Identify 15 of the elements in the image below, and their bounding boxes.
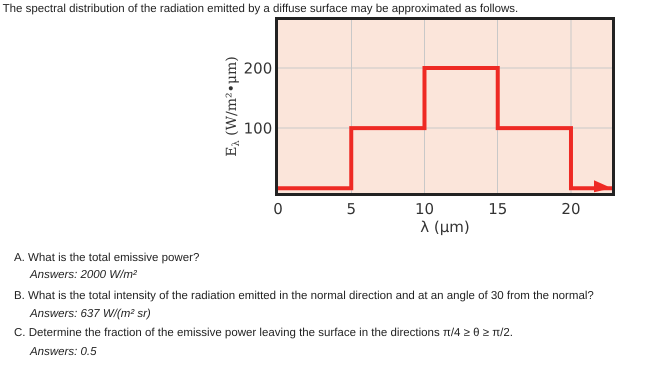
text: B. What is the total intensity of the radiation emitted in the normal direction and at an angle of 30 from the normal? bbox=[14, 290, 594, 302]
text: A. What is the total emissive power? bbox=[14, 252, 200, 264]
text: C. Determine the fraction of the emissive power leaving the surface in the directions π/4 ≥ θ ≥ π/2. bbox=[14, 327, 513, 339]
x-tick-label: 0 bbox=[273, 200, 283, 218]
text: Answers: 637 W/(m² sr) bbox=[29, 308, 151, 320]
x-tick-label: 10 bbox=[414, 200, 434, 218]
text: Answers: 0.5 bbox=[29, 346, 98, 358]
x-tick-label: 15 bbox=[488, 200, 508, 218]
y-tick-label: 100 bbox=[244, 119, 272, 138]
y-tick-label: 200 bbox=[244, 59, 272, 78]
x-tick-label: 5 bbox=[346, 200, 356, 218]
text: Answers: 2000 W/m² bbox=[29, 269, 138, 281]
x-axis-title: λ (μm) bbox=[420, 218, 470, 236]
x-tick-label: 20 bbox=[561, 200, 581, 218]
chart-title: The spectral distribution of the radiation emitted by a diffuse surface may be approximated as follows. bbox=[2, 3, 518, 16]
